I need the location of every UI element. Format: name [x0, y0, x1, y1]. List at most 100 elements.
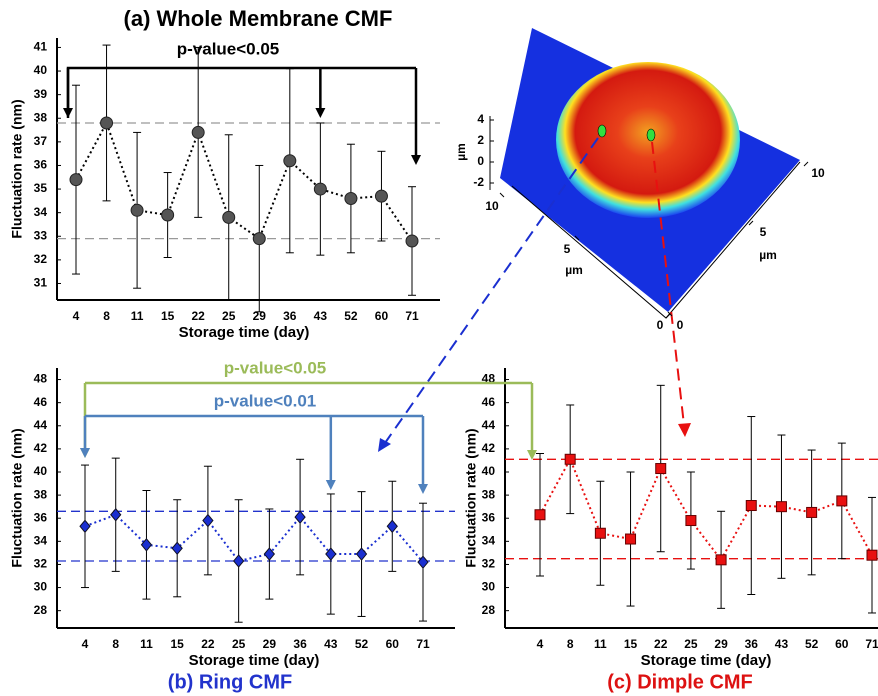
x-tick-label: 11 [140, 637, 153, 651]
x-tick-label: 60 [375, 309, 389, 323]
y-tick-label: 40 [482, 464, 496, 478]
point [192, 126, 204, 138]
x-tick-label: 11 [594, 637, 607, 651]
point [131, 204, 143, 216]
annotation: p-value<0.05 [177, 39, 280, 58]
arrow-head [678, 423, 691, 437]
dimple-point [647, 129, 655, 141]
y-tick-label: 40 [34, 464, 48, 478]
y-tick-label: 39 [34, 87, 48, 101]
y-tick-label: 38 [34, 110, 48, 124]
x-tick-label: 8 [112, 637, 119, 651]
x-tick-label: 15 [161, 309, 175, 323]
x-tick-label: 8 [567, 637, 574, 651]
x-axis-title: Storage time (day) [189, 652, 320, 669]
point [357, 548, 367, 560]
y-axis-title: Fluctuation rate (nm) [9, 99, 25, 238]
y-tick-label: 28 [34, 603, 48, 617]
x-tick-label: 52 [805, 637, 819, 651]
y-tick-label: 30 [34, 580, 48, 594]
z-axis-title: µm [454, 143, 468, 161]
x-tick-label: 25 [684, 637, 698, 651]
point [314, 183, 326, 195]
y-tick-label: 38 [34, 487, 48, 501]
point [80, 520, 90, 532]
point [295, 511, 305, 523]
y-tick-label: 35 [34, 181, 48, 195]
x-tick-label: 11 [131, 309, 144, 323]
x-tick-label: 52 [344, 309, 358, 323]
x-tick-label: 4 [82, 637, 89, 651]
point [776, 502, 786, 512]
y-tick [500, 193, 504, 197]
x-axis-title: µm [759, 248, 777, 262]
arrow-head [80, 448, 90, 458]
y-tick-label: 46 [482, 395, 496, 409]
y-tick-label: 31 [34, 276, 48, 290]
x-tick-label: 43 [314, 309, 328, 323]
x-tick [666, 314, 670, 318]
series-line [76, 123, 412, 241]
arrow-head [326, 480, 336, 490]
z-tick-label: 0 [477, 154, 484, 168]
point [595, 528, 605, 538]
y-tick-label: 42 [34, 441, 48, 455]
surface-dome [556, 62, 740, 218]
point [70, 174, 82, 186]
point [746, 501, 756, 511]
y-tick-label: 28 [482, 603, 496, 617]
y-tick-label: 33 [34, 228, 48, 242]
y-axis-title: µm [565, 263, 583, 277]
x-tick [749, 221, 753, 225]
x-tick-label: 15 [624, 637, 638, 651]
point [253, 233, 265, 245]
y-tick-label: 41 [34, 40, 48, 54]
x-tick-label: 71 [865, 637, 878, 651]
y-axis-title: Fluctuation rate (nm) [463, 428, 479, 567]
y-tick-label: 34 [34, 534, 48, 548]
point [807, 507, 817, 517]
x-tick-label: 15 [171, 637, 185, 651]
x-axis-title: Storage time (day) [641, 652, 772, 669]
y-tick-label: 37 [34, 134, 48, 148]
point [203, 515, 213, 527]
point [837, 496, 847, 506]
point [162, 209, 174, 221]
x-tick-label: 22 [654, 637, 668, 651]
y-tick-label: 36 [34, 158, 48, 172]
y-tick-label: 32 [482, 557, 496, 571]
x-tick-label: 5 [760, 225, 767, 239]
y-tick-label: 38 [482, 487, 496, 501]
x-tick-label: 36 [745, 637, 759, 651]
point [387, 520, 397, 532]
arrow-head [63, 108, 73, 118]
y-tick-label: 10 [485, 199, 499, 213]
z-tick-label: 4 [477, 112, 484, 126]
point [716, 555, 726, 565]
bracket [68, 68, 416, 118]
point [626, 534, 636, 544]
arrow-head [418, 484, 428, 494]
figure: 3132333435363738394041481115222529364352… [0, 0, 878, 696]
chart-title: (a) Whole Membrane CMF [124, 6, 393, 31]
y-axis-title: Fluctuation rate (nm) [9, 428, 25, 567]
x-tick-label: 25 [222, 309, 236, 323]
y-tick-label: 36 [34, 510, 48, 524]
ring-point [598, 125, 606, 137]
surface-render [490, 28, 800, 318]
series-line [540, 459, 872, 560]
x-axis-title: Storage time (day) [179, 324, 310, 341]
point [223, 211, 235, 223]
chart-title: (b) Ring CMF [168, 671, 292, 693]
point [406, 235, 418, 247]
x-tick-label: 25 [232, 637, 246, 651]
x-tick-label: 22 [192, 309, 206, 323]
x-tick-label: 29 [263, 637, 277, 651]
y-tick-label: 48 [34, 372, 48, 386]
x-tick-label: 4 [73, 309, 80, 323]
x-tick-label: 4 [537, 637, 544, 651]
y-tick-label: 5 [564, 242, 571, 256]
x-tick-label: 71 [416, 637, 430, 651]
y-tick-label: 42 [482, 441, 496, 455]
z-tick-label: 2 [477, 133, 484, 147]
